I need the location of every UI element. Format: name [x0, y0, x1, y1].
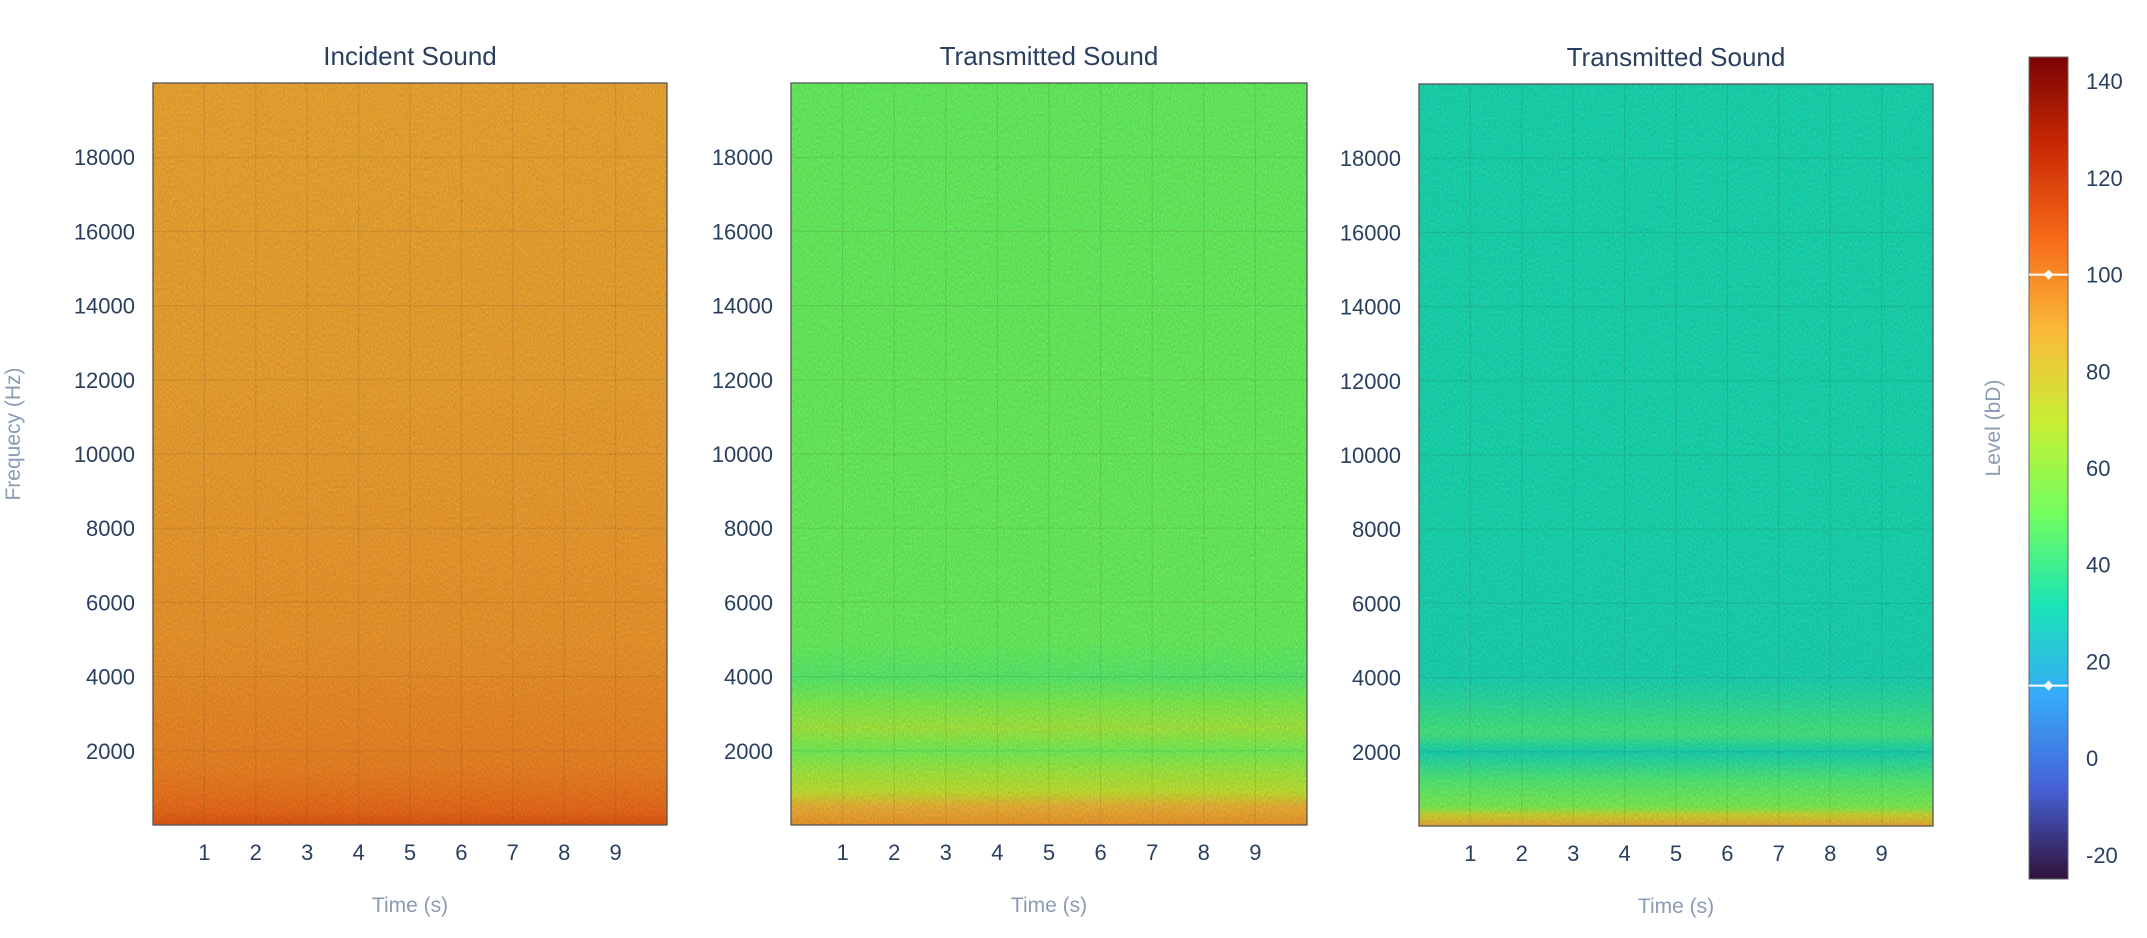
x-axis-title: Time (s)	[1638, 895, 1714, 918]
plot-frame	[790, 82, 1308, 826]
colorbar: -20 0 20 40 60 80 100 120 140 Level (bD)	[1982, 56, 2123, 880]
colorbar-title: Level (bD)	[1982, 380, 2005, 477]
x-tick-label: 5	[1043, 840, 1055, 865]
x-tick-label: 2	[1516, 841, 1528, 866]
y-tick-label: 6000	[86, 590, 135, 615]
colorbar-tick-label: 120	[2086, 166, 2123, 191]
colorbar-tick-label: 100	[2086, 263, 2123, 288]
panel-title: Transmitted Sound	[1567, 42, 1786, 72]
y-tick-label: 2000	[86, 739, 135, 764]
x-tick-label: 5	[1670, 841, 1682, 866]
x-tick-label: 6	[1094, 840, 1106, 865]
panel-title: Incident Sound	[323, 41, 496, 71]
x-tick-label: 1	[1464, 841, 1476, 866]
y-tick-label: 2000	[724, 739, 773, 764]
x-tick-label: 9	[609, 840, 621, 865]
colorbar-tick-label: 80	[2086, 359, 2110, 384]
y-tick-label: 10000	[74, 442, 135, 467]
spectrogram-texture	[153, 83, 667, 825]
x-tick-label: 8	[558, 840, 570, 865]
y-tick-label: 16000	[74, 219, 135, 244]
x-tick-label: 7	[1773, 841, 1785, 866]
y-tick-label: 4000	[86, 665, 135, 690]
x-axis-title: Time (s)	[1011, 894, 1087, 917]
colorbar-tick-label: 140	[2086, 69, 2123, 94]
spectrogram-panel-1: Incident Sound 1 2 3 4 5 6 7 8 9 2000 4000 6000 8000 1…	[2, 41, 668, 917]
x-tick-label: 2	[250, 840, 262, 865]
colorbar-tick-label: 20	[2086, 649, 2110, 674]
y-tick-label: 12000	[74, 368, 135, 393]
x-tick-label: 4	[1618, 841, 1630, 866]
spectrogram-panel-2: Transmitted Sound 1 2 3 4 5 6 7 8 9 2000 4000 6000 80…	[712, 41, 1308, 917]
x-tick-label: 1	[198, 840, 210, 865]
colorbar-handle-icon[interactable]	[2043, 269, 2054, 280]
panel-title: Transmitted Sound	[940, 41, 1159, 71]
y-tick-label: 18000	[712, 145, 773, 170]
x-tick-label: 6	[455, 840, 467, 865]
spectrogram-texture	[1419, 84, 1933, 826]
y-tick-label: 8000	[86, 516, 135, 541]
y-tick-label: 16000	[1340, 220, 1401, 245]
x-tick-label: 4	[352, 840, 364, 865]
x-tick-label: 3	[940, 840, 952, 865]
y-axis-title: Frequecy (Hz)	[2, 367, 25, 500]
x-tick-label: 5	[404, 840, 416, 865]
x-tick-label: 7	[1146, 840, 1158, 865]
x-tick-label: 7	[507, 840, 519, 865]
x-tick-label: 8	[1198, 840, 1210, 865]
spectrogram-texture	[791, 83, 1307, 825]
x-tick-label: 3	[1567, 841, 1579, 866]
y-tick-label: 12000	[712, 368, 773, 393]
colorbar-scale	[2029, 57, 2068, 879]
plot-frame	[152, 82, 668, 826]
x-tick-label: 3	[301, 840, 313, 865]
colorbar-handle-icon[interactable]	[2043, 680, 2054, 691]
x-tick-label: 6	[1721, 841, 1733, 866]
y-tick-label: 14000	[712, 294, 773, 319]
y-tick-label: 4000	[1352, 666, 1401, 691]
y-tick-label: 10000	[712, 442, 773, 467]
x-tick-label: 1	[836, 840, 848, 865]
y-tick-label: 14000	[74, 294, 135, 319]
colorbar-frame	[2028, 56, 2069, 880]
y-tick-label: 6000	[724, 590, 773, 615]
y-tick-label: 18000	[74, 145, 135, 170]
colorbar-tick-label: 0	[2086, 746, 2098, 771]
x-tick-label: 9	[1249, 840, 1261, 865]
colorbar-tick-label: 40	[2086, 553, 2110, 578]
y-tick-label: 12000	[1340, 369, 1401, 394]
colorbar-tick-label: -20	[2086, 843, 2118, 868]
y-tick-label: 4000	[724, 665, 773, 690]
x-tick-label: 9	[1875, 841, 1887, 866]
y-tick-label: 10000	[1340, 443, 1401, 468]
x-tick-label: 2	[888, 840, 900, 865]
x-axis-title: Time (s)	[372, 894, 448, 917]
y-tick-label: 8000	[724, 516, 773, 541]
y-tick-label: 2000	[1352, 740, 1401, 765]
y-tick-label: 14000	[1340, 295, 1401, 320]
y-tick-label: 6000	[1352, 591, 1401, 616]
x-tick-label: 8	[1824, 841, 1836, 866]
y-tick-label: 16000	[712, 219, 773, 244]
x-tick-label: 4	[991, 840, 1003, 865]
y-tick-label: 8000	[1352, 517, 1401, 542]
plot-frame	[1418, 83, 1934, 827]
colorbar-tick-label: 60	[2086, 456, 2110, 481]
y-tick-label: 18000	[1340, 146, 1401, 171]
spectrogram-panel-3: Transmitted Sound 1 2 3 4 5 6 7 8 9 2000 4000 6000 80…	[1340, 42, 1934, 918]
